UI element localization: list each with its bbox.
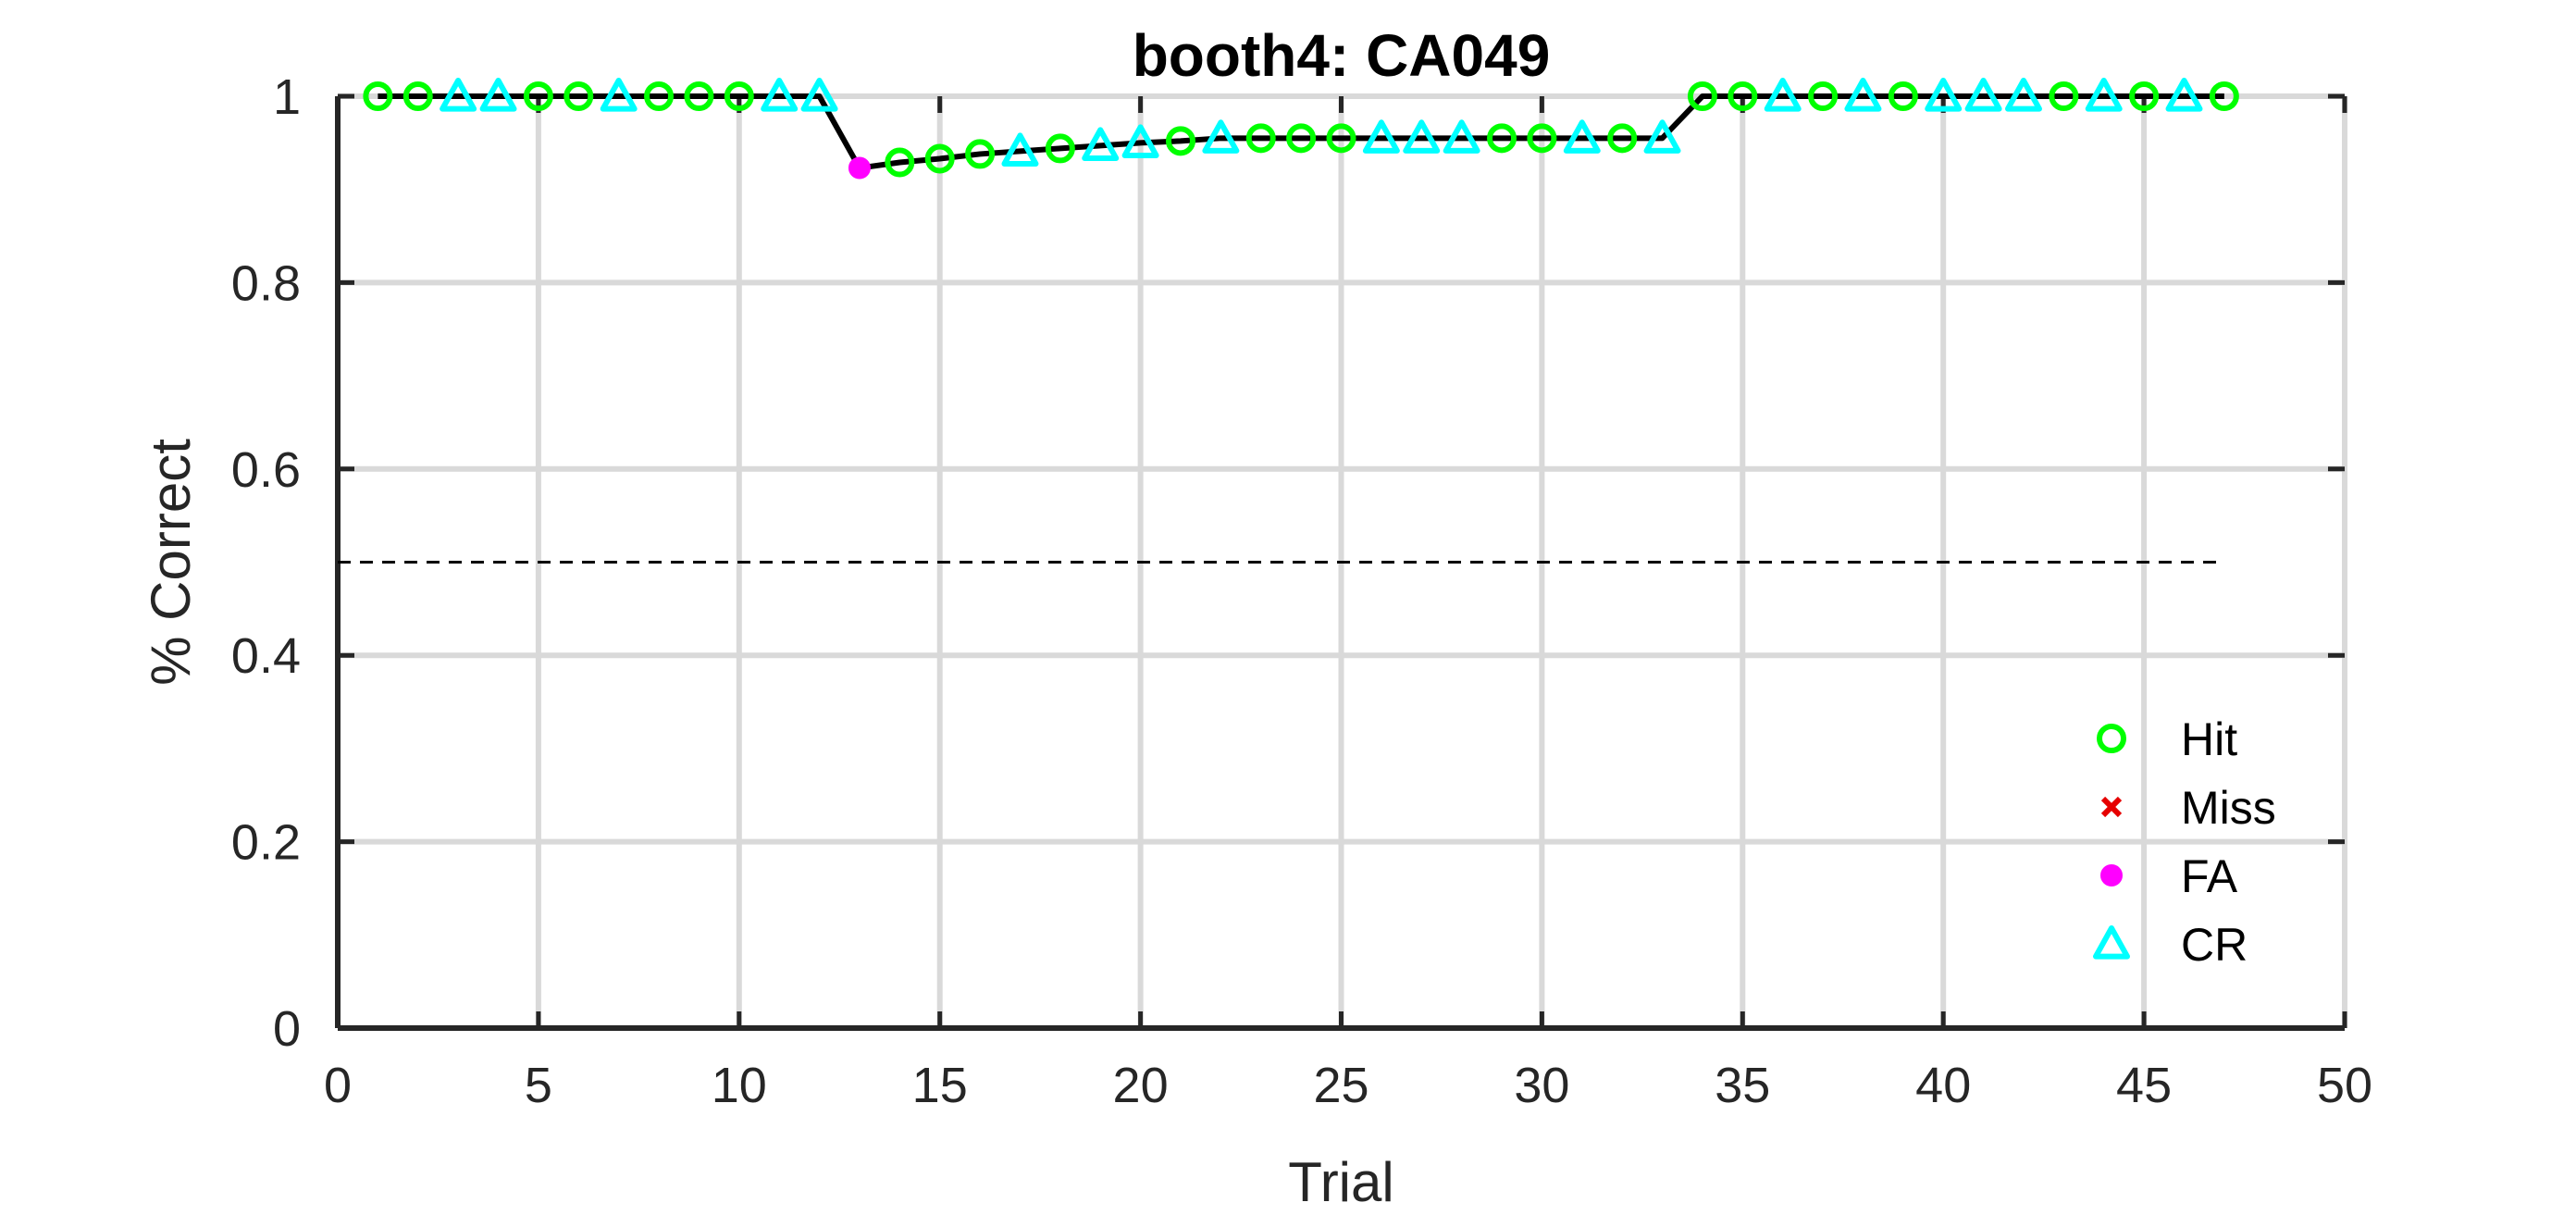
hit-marker: [1326, 123, 1356, 154]
y-tick-label: 0.4: [231, 628, 301, 684]
hit-marker: [1808, 81, 1839, 111]
hit-marker: [2209, 81, 2239, 111]
hit-marker: [523, 81, 553, 111]
hit-marker: [1607, 123, 1638, 154]
hit-marker: [2049, 81, 2079, 111]
hit-marker: [644, 81, 675, 111]
cr-marker: [600, 78, 638, 112]
legend-item-miss: Miss: [2100, 782, 2276, 834]
legend-item-hit: Hit: [2097, 713, 2237, 765]
cr-marker: [1202, 119, 1240, 154]
hit-marker: [724, 81, 754, 111]
cr-marker: [800, 78, 838, 112]
hit-marker: [1245, 123, 1276, 154]
y-tick-label: 1: [273, 69, 301, 125]
legend-label: CR: [2181, 919, 2248, 971]
legend-cr-marker: [2093, 925, 2130, 960]
cr-marker: [1121, 124, 1159, 158]
cr-marker: [2085, 78, 2123, 112]
y-tick-label: 0.6: [231, 442, 301, 498]
cr-marker: [761, 78, 799, 112]
tick-labels: 0 5 10 15 20 25 30 35 40 45 50 0 0.2 0.4 0.6 0.8 1: [231, 69, 2372, 1113]
x-tick-label: 30: [1514, 1058, 1569, 1113]
hit-marker: [1045, 133, 1075, 164]
legend-miss-marker: [2100, 796, 2123, 818]
hit-marker: [1286, 123, 1317, 154]
x-tick-label: 45: [2116, 1058, 2172, 1113]
hit-marker: [363, 81, 393, 111]
hit-marker: [885, 147, 915, 178]
legend-item-fa: FA: [2100, 850, 2238, 902]
legend: Hit Miss FA CR: [2093, 713, 2276, 971]
x-tick-label: 20: [1113, 1058, 1169, 1113]
cr-marker: [440, 78, 477, 112]
hit-marker: [1527, 123, 1557, 154]
legend-fa-marker: [2100, 864, 2123, 886]
cr-marker: [1403, 119, 1441, 154]
hit-marker: [564, 81, 594, 111]
fa-marker: [848, 156, 871, 180]
legend-label: FA: [2181, 850, 2238, 902]
hit-marker: [965, 139, 996, 169]
cr-marker: [2004, 78, 2042, 112]
x-tick-label: 35: [1715, 1058, 1770, 1113]
hit-marker: [924, 143, 955, 174]
legend-label: Miss: [2181, 782, 2276, 834]
cr-marker: [1563, 119, 1601, 154]
y-axis-label: % Correct: [140, 439, 202, 686]
x-tick-label: 5: [525, 1058, 552, 1113]
legend-label: Hit: [2181, 713, 2237, 765]
cr-marker: [1443, 119, 1480, 154]
hit-marker: [402, 81, 433, 111]
x-tick-label: 40: [1915, 1058, 1971, 1113]
hit-marker: [2129, 81, 2160, 111]
cr-marker: [1643, 119, 1681, 154]
hit-marker: [1487, 123, 1517, 154]
x-tick-label: 0: [324, 1058, 352, 1113]
x-axis-label: Trial: [1288, 1151, 1393, 1213]
cr-marker: [1964, 78, 2002, 112]
x-stroke: [2100, 796, 2123, 818]
cr-marker: [479, 78, 517, 112]
x-tick-label: 50: [2317, 1058, 2372, 1113]
legend-item-cr: CR: [2093, 919, 2248, 971]
x-tick-label: 25: [1313, 1058, 1368, 1113]
hit-marker: [1165, 126, 1195, 156]
trial-markers: [363, 78, 2239, 180]
cr-marker: [1082, 127, 1120, 161]
legend-hit-marker: [2097, 724, 2126, 753]
y-tick-label: 0.2: [231, 815, 301, 871]
hit-marker: [1687, 81, 1717, 111]
hit-marker: [1888, 81, 1918, 111]
y-tick-label: 0.8: [231, 255, 301, 311]
x-tick-label: 15: [912, 1058, 968, 1113]
cr-marker: [1844, 78, 1882, 112]
cr-marker: [1764, 78, 1802, 112]
cr-marker: [1001, 132, 1039, 167]
cr-marker: [1925, 78, 1963, 112]
hit-marker: [684, 81, 714, 111]
y-tick-label: 0: [273, 1001, 301, 1057]
chart-title: booth4: CA049: [1133, 22, 1551, 89]
x-tick-label: 10: [712, 1058, 767, 1113]
hit-marker: [1728, 81, 1758, 111]
cr-marker: [2165, 78, 2203, 112]
cr-marker: [1362, 119, 1400, 154]
